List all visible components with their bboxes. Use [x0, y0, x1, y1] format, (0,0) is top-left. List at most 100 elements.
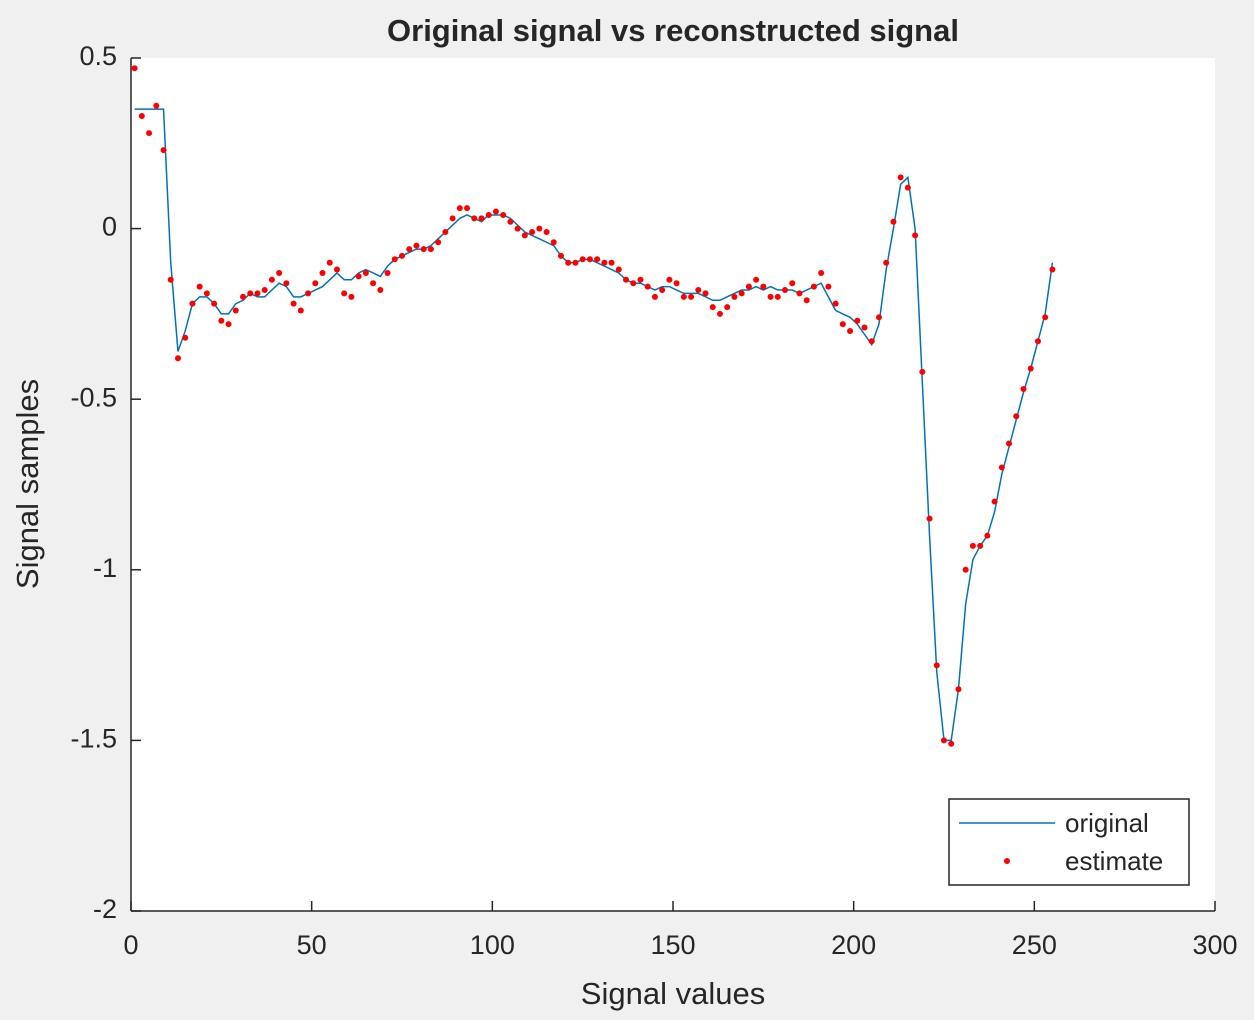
- data-point: [377, 287, 384, 294]
- data-point: [167, 276, 174, 283]
- legend-label: original: [1065, 808, 1149, 838]
- data-point: [702, 290, 709, 297]
- data-point: [695, 287, 702, 294]
- data-point: [427, 246, 434, 253]
- data-point: [529, 229, 536, 236]
- data-point: [854, 317, 861, 324]
- data-point: [471, 215, 478, 222]
- data-point: [514, 225, 521, 232]
- data-point: [933, 662, 940, 669]
- data-point: [333, 266, 340, 273]
- y-tick-label: 0.5: [79, 41, 117, 71]
- data-point: [297, 307, 304, 314]
- data-point: [464, 205, 471, 212]
- data-point: [312, 280, 319, 287]
- data-point: [919, 368, 926, 375]
- data-point: [131, 65, 138, 72]
- data-point: [500, 211, 507, 218]
- x-axis-label: Signal values: [581, 976, 765, 1011]
- data-point: [760, 283, 767, 290]
- data-point: [716, 310, 723, 317]
- data-point: [370, 280, 377, 287]
- data-point: [550, 239, 557, 246]
- data-point: [767, 293, 774, 300]
- data-point: [818, 269, 825, 276]
- data-point: [456, 205, 463, 212]
- data-point: [644, 283, 651, 290]
- data-point: [630, 280, 637, 287]
- data-point: [247, 290, 254, 297]
- data-point: [579, 256, 586, 263]
- data-point: [478, 215, 485, 222]
- data-point: [160, 147, 167, 154]
- legend-marker: [1004, 858, 1010, 864]
- data-point: [825, 283, 832, 290]
- data-point: [485, 211, 492, 218]
- data-point: [753, 276, 760, 283]
- data-point: [232, 307, 239, 314]
- data-point: [666, 276, 673, 283]
- data-point: [782, 287, 789, 294]
- data-point: [912, 232, 919, 239]
- data-point: [319, 269, 326, 276]
- data-point: [225, 321, 232, 328]
- data-point: [926, 515, 933, 522]
- data-point: [998, 464, 1005, 471]
- y-tick-label: -1: [93, 553, 117, 583]
- data-point: [211, 300, 218, 307]
- data-point: [543, 229, 550, 236]
- data-point: [875, 314, 882, 321]
- data-point: [290, 300, 297, 307]
- data-point: [861, 324, 868, 331]
- data-point: [435, 239, 442, 246]
- data-point: [341, 290, 348, 297]
- data-point: [1027, 365, 1034, 372]
- data-point: [651, 293, 658, 300]
- data-point: [984, 532, 991, 539]
- data-point: [688, 293, 695, 300]
- data-point: [189, 300, 196, 307]
- data-point: [594, 256, 601, 263]
- data-point: [1020, 385, 1027, 392]
- data-point: [601, 259, 608, 266]
- data-point: [276, 269, 283, 276]
- data-point: [948, 740, 955, 747]
- data-point: [803, 297, 810, 304]
- data-point: [832, 300, 839, 307]
- data-point: [659, 287, 666, 294]
- data-point: [673, 280, 680, 287]
- data-point: [507, 218, 514, 225]
- data-point: [261, 287, 268, 294]
- data-point: [536, 225, 543, 232]
- data-point: [406, 246, 413, 253]
- data-point: [442, 229, 449, 236]
- data-point: [1013, 413, 1020, 420]
- data-point: [283, 280, 290, 287]
- data-point: [904, 184, 911, 191]
- data-point: [391, 256, 398, 263]
- x-tick-label: 100: [470, 930, 515, 960]
- data-point: [384, 269, 391, 276]
- data-point: [355, 273, 362, 280]
- data-point: [1042, 314, 1049, 321]
- data-point: [203, 290, 210, 297]
- data-point: [399, 252, 405, 259]
- data-point: [615, 266, 622, 273]
- data-point: [969, 542, 976, 549]
- data-point: [240, 293, 247, 300]
- data-point: [153, 102, 160, 109]
- data-point: [991, 498, 998, 505]
- data-point: [420, 246, 427, 253]
- x-tick-label: 150: [650, 930, 695, 960]
- y-tick-label: -2: [93, 894, 117, 924]
- data-point: [724, 304, 731, 311]
- data-point: [1006, 440, 1013, 447]
- data-point: [709, 304, 716, 311]
- data-point: [955, 686, 962, 693]
- data-point: [796, 290, 803, 297]
- data-point: [1034, 338, 1041, 345]
- series-line: [134, 108, 1054, 742]
- legend-label: estimate: [1065, 846, 1163, 876]
- data-point: [1049, 266, 1056, 273]
